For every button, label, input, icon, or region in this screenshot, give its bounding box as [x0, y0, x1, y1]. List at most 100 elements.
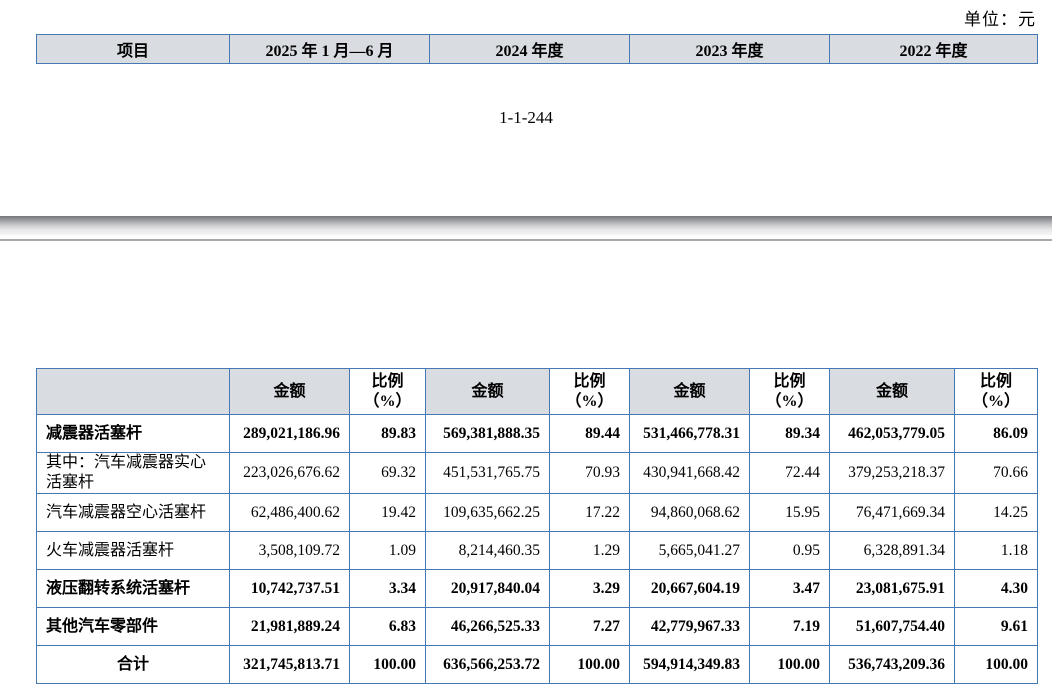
header-cell-2025h1: 2025 年 1 月—6 月 [229, 34, 430, 64]
ratio-header-line2: （%） [363, 392, 412, 410]
page-number: 1-1-244 [499, 108, 553, 127]
ratio-cell: 100.00 [549, 645, 630, 684]
amount-cell: 430,941,668.42 [629, 452, 750, 494]
amount-cell: 23,081,675.91 [829, 569, 955, 608]
amount-cell: 223,026,676.62 [229, 452, 350, 494]
amount-cell: 42,779,967.33 [629, 607, 750, 646]
amount-cell: 51,607,754.40 [829, 607, 955, 646]
amount-cell: 21,981,889.24 [229, 607, 350, 646]
empty-corner-cell [36, 368, 230, 415]
ratio-cell: 89.34 [749, 414, 830, 453]
row-label: 减震器活塞杆 [36, 414, 230, 453]
amount-cell: 379,253,218.37 [829, 452, 955, 494]
amount-cell: 8,214,460.35 [425, 531, 550, 570]
main-table-body: 减震器活塞杆 289,021,186.96 89.83 569,381,888.35 8… [36, 414, 1038, 684]
ratio-cell: 4.30 [954, 569, 1038, 608]
ratio-cell: 1.18 [954, 531, 1038, 570]
amount-cell: 321,745,813.71 [229, 645, 350, 684]
ratio-cell: 9.61 [954, 607, 1038, 646]
ratio-cell: 14.25 [954, 493, 1038, 532]
divider-gap [0, 235, 1052, 239]
ratio-header-line2: （%） [971, 392, 1020, 410]
amount-cell: 636,566,253.72 [425, 645, 550, 684]
divider-line [0, 239, 1052, 241]
ratio-header-line2: （%） [565, 392, 614, 410]
row-label: 汽车减震器空心活塞杆 [36, 493, 230, 532]
top-table: 项目 2025 年 1 月—6 月 2024 年度 2023 年度 2022 年… [36, 34, 1038, 64]
ratio-header-line2: （%） [765, 392, 814, 410]
main-table-header-row: 金额 比例 （%） 金额 比例 （%） 金额 比例 （%） 金额 比例 [36, 368, 1038, 415]
table-row: 其他汽车零部件 21,981,889.24 6.83 46,266,525.33 7.2… [36, 607, 1038, 646]
amount-cell: 536,743,209.36 [829, 645, 955, 684]
ratio-cell: 0.95 [749, 531, 830, 570]
ratio-cell: 72.44 [749, 452, 830, 494]
amount-cell: 94,860,068.62 [629, 493, 750, 532]
amount-cell: 289,021,186.96 [229, 414, 350, 453]
amount-cell: 76,471,669.34 [829, 493, 955, 532]
amount-cell: 451,531,765.75 [425, 452, 550, 494]
amount-cell: 62,486,400.62 [229, 493, 350, 532]
row-label: 其中：汽车减震器实心活塞杆 [36, 452, 230, 494]
page-break-divider [0, 216, 1052, 241]
table-row: 汽车减震器空心活塞杆 62,486,400.62 19.42 109,635,662.… [36, 493, 1038, 532]
ratio-cell: 7.19 [749, 607, 830, 646]
ratio-header: 比例 （%） [349, 368, 426, 415]
top-table-header-row: 项目 2025 年 1 月—6 月 2024 年度 2023 年度 2022 年… [36, 34, 1038, 64]
row-label: 其他汽车零部件 [36, 607, 230, 646]
amount-cell: 594,914,349.83 [629, 645, 750, 684]
ratio-cell: 6.83 [349, 607, 426, 646]
document-page: 单位：元 项目 2025 年 1 月—6 月 2024 年度 2023 年度 2… [0, 5, 1052, 694]
ratio-header-line1: 比例 [573, 372, 606, 390]
header-cell-item: 项目 [36, 34, 230, 64]
ratio-cell: 3.29 [549, 569, 630, 608]
row-label: 火车减震器活塞杆 [36, 531, 230, 570]
ratio-header-line1: 比例 [979, 372, 1012, 390]
amount-cell: 6,328,891.34 [829, 531, 955, 570]
ratio-header-line1: 比例 [371, 372, 404, 390]
ratio-cell: 1.09 [349, 531, 426, 570]
header-cell-2022: 2022 年度 [829, 34, 1038, 64]
amount-cell: 569,381,888.35 [425, 414, 550, 453]
amount-cell: 109,635,662.25 [425, 493, 550, 532]
table-row: 其中：汽车减震器实心活塞杆 223,026,676.62 69.32 451,531,… [36, 452, 1038, 494]
ratio-header: 比例 （%） [549, 368, 630, 415]
ratio-cell: 89.83 [349, 414, 426, 453]
ratio-cell: 89.44 [549, 414, 630, 453]
ratio-cell: 7.27 [549, 607, 630, 646]
amount-cell: 20,667,604.19 [629, 569, 750, 608]
amount-cell: 10,742,737.51 [229, 569, 350, 608]
amount-header: 金额 [829, 368, 955, 415]
ratio-cell: 3.47 [749, 569, 830, 608]
ratio-header: 比例 （%） [954, 368, 1038, 415]
amount-cell: 20,917,840.04 [425, 569, 550, 608]
ratio-cell: 70.66 [954, 452, 1038, 494]
ratio-cell: 70.93 [549, 452, 630, 494]
main-table: 金额 比例 （%） 金额 比例 （%） 金额 比例 （%） 金额 比例 [36, 368, 1038, 684]
amount-header: 金额 [629, 368, 750, 415]
ratio-cell: 100.00 [349, 645, 426, 684]
unit-label: 单位：元 [964, 10, 1036, 29]
ratio-cell: 86.09 [954, 414, 1038, 453]
amount-cell: 5,665,041.27 [629, 531, 750, 570]
ratio-cell: 100.00 [954, 645, 1038, 684]
ratio-cell: 1.29 [549, 531, 630, 570]
amount-cell: 3,508,109.72 [229, 531, 350, 570]
ratio-cell: 19.42 [349, 493, 426, 532]
table-row: 液压翻转系统活塞杆 10,742,737.51 3.34 20,917,840.04 3… [36, 569, 1038, 608]
row-label: 合计 [36, 645, 230, 684]
ratio-cell: 100.00 [749, 645, 830, 684]
ratio-header: 比例 （%） [749, 368, 830, 415]
ratio-header-line1: 比例 [773, 372, 806, 390]
divider-gradient [0, 216, 1052, 235]
header-cell-2023: 2023 年度 [629, 34, 830, 64]
ratio-cell: 3.34 [349, 569, 426, 608]
amount-cell: 462,053,779.05 [829, 414, 955, 453]
header-cell-2024: 2024 年度 [429, 34, 630, 64]
amount-header: 金额 [229, 368, 350, 415]
row-label: 液压翻转系统活塞杆 [36, 569, 230, 608]
table-row: 减震器活塞杆 289,021,186.96 89.83 569,381,888.35 8… [36, 414, 1038, 453]
ratio-cell: 69.32 [349, 452, 426, 494]
ratio-cell: 15.95 [749, 493, 830, 532]
amount-cell: 531,466,778.31 [629, 414, 750, 453]
table-row: 合计 321,745,813.71 100.00 636,566,253.72 100.… [36, 645, 1038, 684]
